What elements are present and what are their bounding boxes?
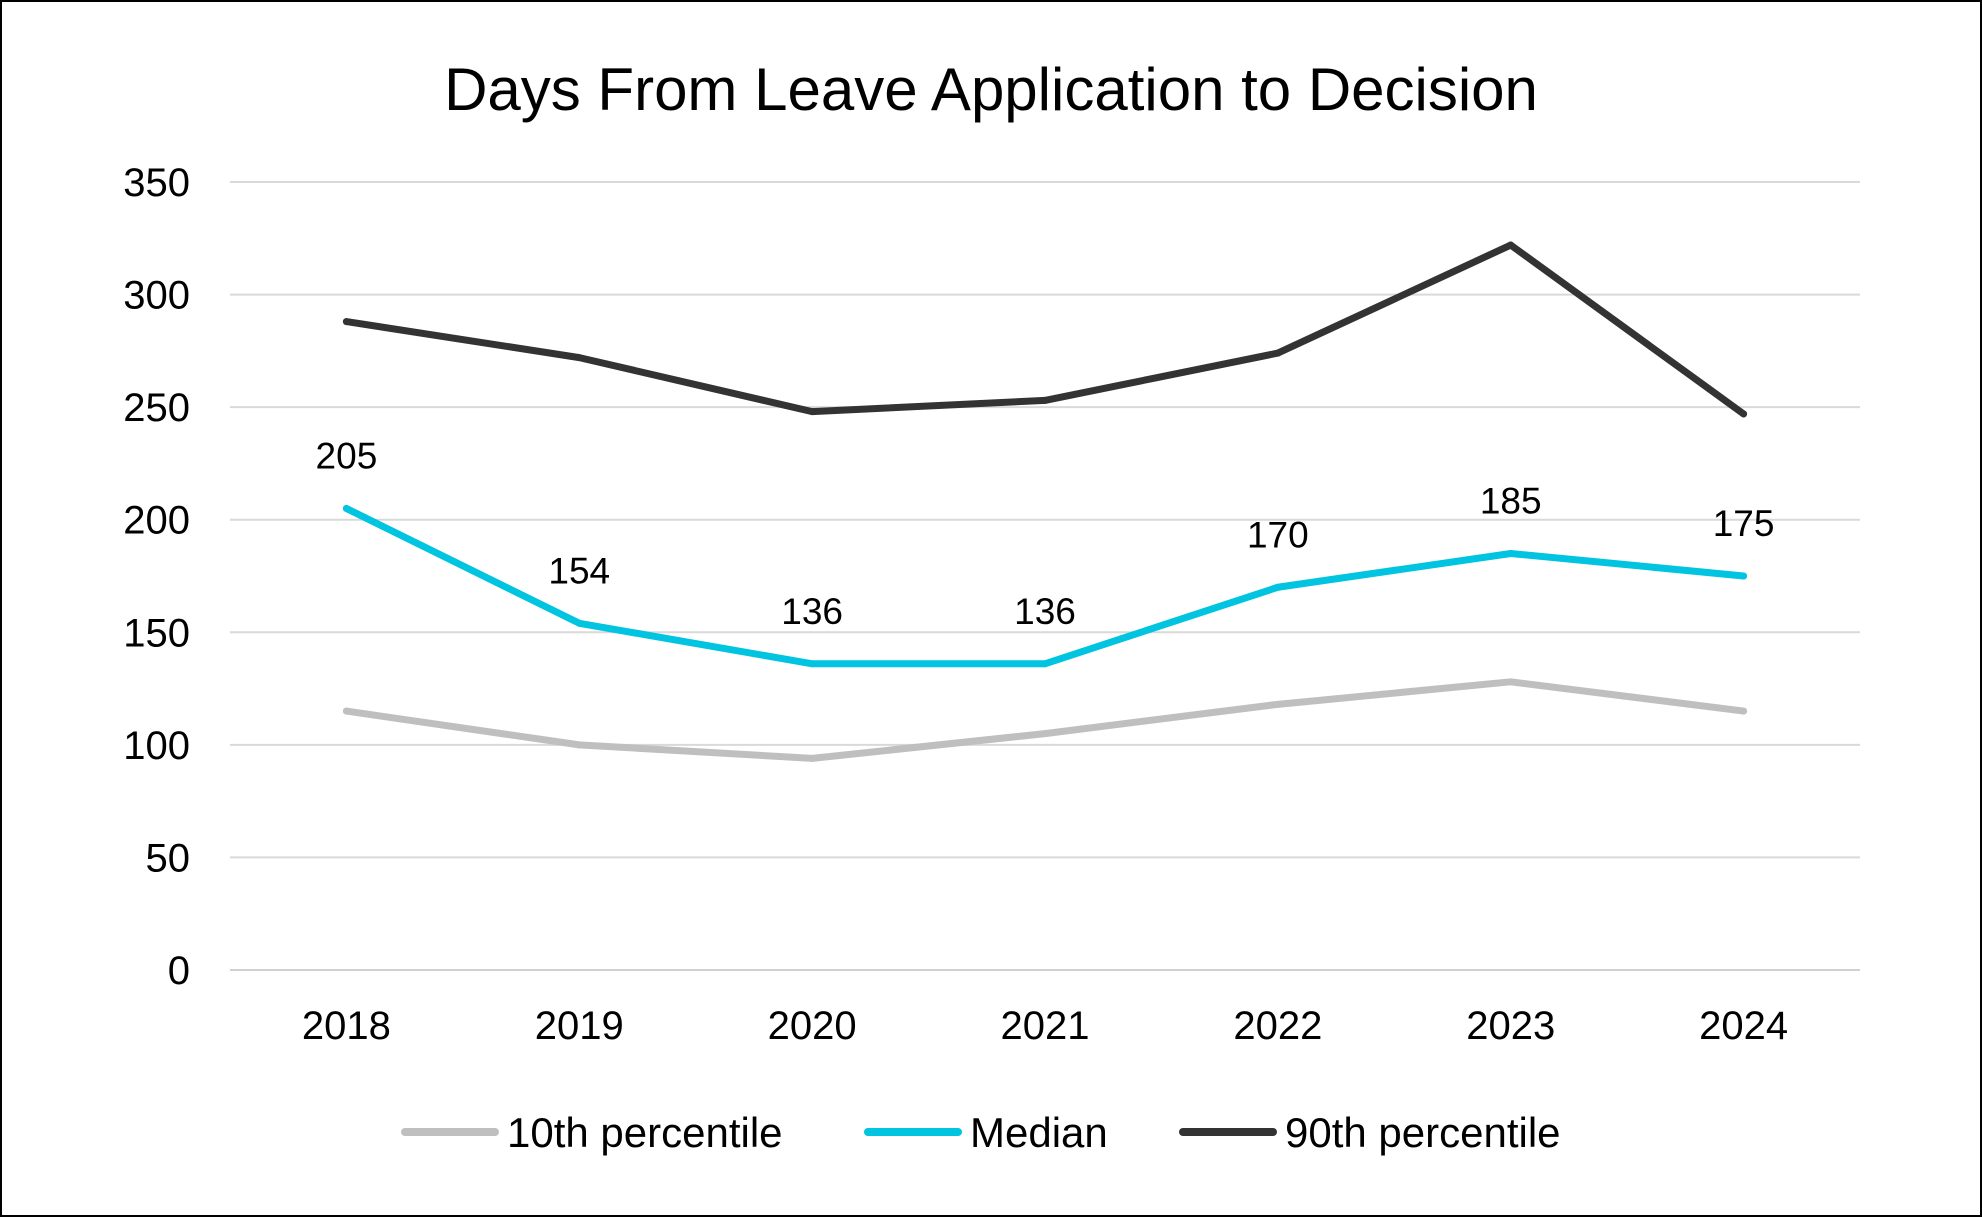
x-tick-label-2022: 2022 <box>1233 1004 1322 1048</box>
data-point-10th-percentile-2023 <box>1507 678 1515 686</box>
data-label-2019: 154 <box>548 550 610 591</box>
x-tick-label-2021: 2021 <box>1001 1004 1090 1048</box>
gridlines <box>230 181 1860 971</box>
data-point-90th-percentile-2019 <box>575 354 583 362</box>
data-point-median-2023 <box>1507 549 1515 557</box>
data-point-10th-percentile-2021 <box>1041 730 1049 738</box>
x-tick-label-2020: 2020 <box>768 1004 857 1048</box>
y-axis-ticks: 0 50 100 150 200 250 300 350 <box>123 161 190 993</box>
data-point-10th-percentile-2022 <box>1274 700 1282 708</box>
y-tick-label-150: 150 <box>123 611 190 655</box>
data-point-90th-percentile-2022 <box>1274 349 1282 357</box>
y-tick-label-300: 300 <box>123 274 190 318</box>
data-point-10th-percentile-2020 <box>808 754 816 762</box>
y-tick-label-0: 0 <box>168 949 190 993</box>
data-point-median-2021 <box>1041 660 1049 668</box>
data-point-90th-percentile-2020 <box>808 408 816 416</box>
data-label-2018: 205 <box>316 435 378 476</box>
data-point-median-2022 <box>1274 583 1282 591</box>
data-point-10th-percentile-2019 <box>575 741 583 749</box>
chart-title: Days From Leave Application to Decision <box>444 56 1538 123</box>
data-point-10th-percentile-2024 <box>1740 707 1748 715</box>
legend-label-median: Median <box>970 1109 1108 1156</box>
x-tick-label-2018: 2018 <box>302 1004 391 1048</box>
x-tick-label-2019: 2019 <box>535 1004 624 1048</box>
data-point-90th-percentile-2018 <box>342 318 350 326</box>
x-tick-label-2023: 2023 <box>1466 1004 1555 1048</box>
data-labels: 205 154 136 136 170 185 175 <box>316 435 1775 631</box>
data-point-90th-percentile-2024 <box>1740 410 1748 418</box>
data-point-90th-percentile-2023 <box>1507 241 1515 249</box>
data-label-2021: 136 <box>1014 591 1076 632</box>
data-point-90th-percentile-2021 <box>1041 396 1049 404</box>
data-point-median-2020 <box>808 660 816 668</box>
data-label-2024: 175 <box>1713 503 1775 544</box>
data-label-2020: 136 <box>781 591 843 632</box>
y-tick-label-100: 100 <box>123 724 190 768</box>
y-tick-label-50: 50 <box>146 836 191 880</box>
data-label-2022: 170 <box>1247 514 1309 555</box>
data-point-median-2018 <box>342 504 350 512</box>
data-point-10th-percentile-2018 <box>342 707 350 715</box>
legend-label-90th-percentile: 90th percentile <box>1285 1109 1561 1156</box>
data-label-2023: 185 <box>1480 480 1542 521</box>
legend: 10th percentile Median 90th percentile <box>401 1109 1561 1156</box>
data-point-median-2019 <box>575 619 583 627</box>
data-point-median-2024 <box>1740 572 1748 580</box>
y-tick-label-350: 350 <box>123 161 190 205</box>
series-line-90th-percentile <box>342 241 1748 418</box>
y-tick-label-200: 200 <box>123 499 190 543</box>
x-axis-ticks: 2018 2019 2020 2021 2022 2023 2024 <box>302 1004 1788 1048</box>
series-line-10th-percentile <box>342 678 1748 762</box>
legend-label-10th-percentile: 10th percentile <box>507 1109 783 1156</box>
x-tick-label-2024: 2024 <box>1699 1004 1788 1048</box>
series-lines <box>342 241 1748 762</box>
y-tick-label-250: 250 <box>123 386 190 430</box>
